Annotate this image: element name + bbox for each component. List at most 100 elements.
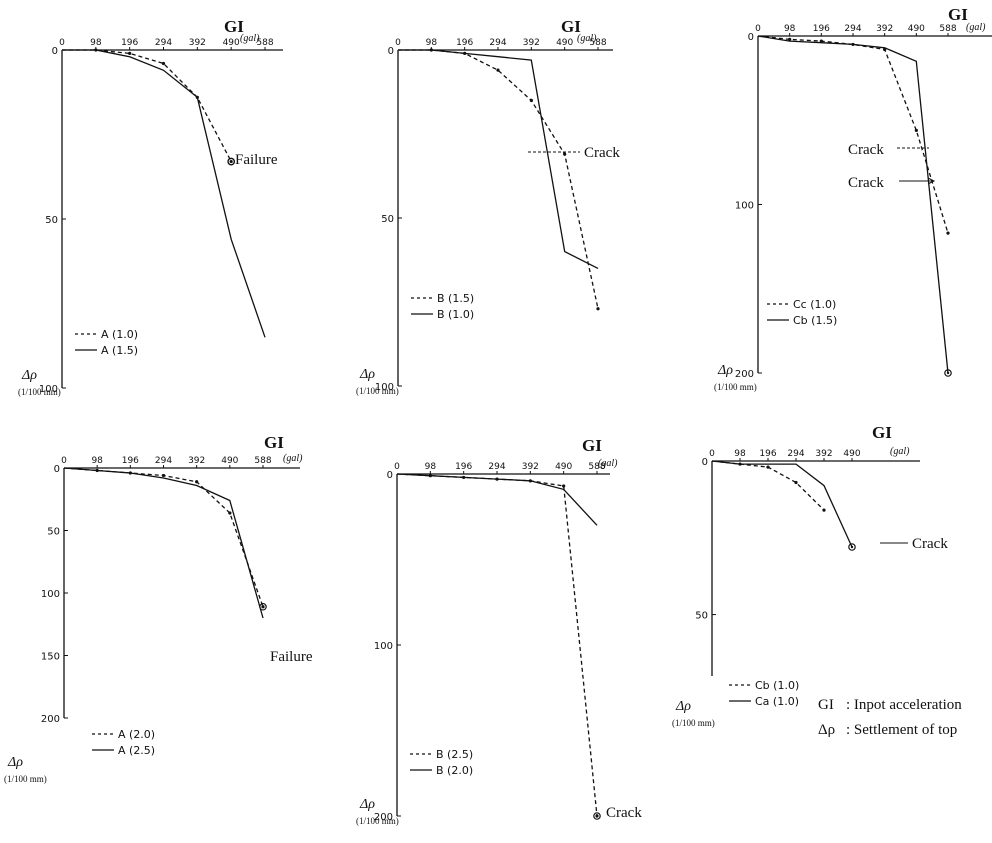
y-axis-title: Δρ xyxy=(359,797,375,812)
annotation-label: Crack xyxy=(848,142,884,158)
x-tick-label: 294 xyxy=(155,38,172,48)
x-tick-label: 196 xyxy=(456,38,473,48)
x-tick-label: 98 xyxy=(425,462,437,472)
note-gi-text: : Inpot acceleration xyxy=(846,697,962,713)
y-axis-unit: (1/100 mm) xyxy=(18,387,61,397)
annotation-label: Crack xyxy=(912,536,948,552)
series-point xyxy=(563,152,567,156)
series-line-2 xyxy=(396,473,598,526)
y-axis-title: Δρ xyxy=(21,368,37,383)
x-tick-label: 588 xyxy=(254,456,271,466)
annotation-label: Crack xyxy=(848,175,884,191)
note-settlement-key: Δρ xyxy=(818,722,835,738)
annotation-arrowhead xyxy=(927,177,936,185)
x-tick-label: 392 xyxy=(522,462,539,472)
x-axis-unit: (gal) xyxy=(240,33,260,44)
x-axis-unit: (gal) xyxy=(577,33,597,44)
legend-label: B (1.0) xyxy=(437,308,474,321)
chart-panel-3: 0 98 196 294 392 490 588 0 100 200 GI(gal) Δρ (1/100… xyxy=(714,5,992,392)
y-tick-label: 0 xyxy=(387,470,393,481)
series-line-2 xyxy=(711,460,853,548)
x-tick-label: 294 xyxy=(489,38,506,48)
series-point xyxy=(788,37,792,41)
x-tick-label: 294 xyxy=(844,24,861,34)
x-tick-label: 0 xyxy=(61,456,67,466)
legend-label: Ca (1.0) xyxy=(755,695,799,708)
series-point xyxy=(596,307,600,311)
x-tick-label: 98 xyxy=(91,456,103,466)
series-point xyxy=(496,68,500,72)
y-axis-unit: (1/100 mm) xyxy=(672,718,715,728)
end-marker-dot xyxy=(229,160,233,163)
y-axis-title: Δρ xyxy=(717,363,733,378)
y-axis-unit: (1/100 mm) xyxy=(356,816,399,826)
end-marker xyxy=(259,602,267,611)
legend-label: Cb (1.5) xyxy=(793,314,837,327)
x-axis-title: GI xyxy=(264,433,284,452)
y-axis-title: Δρ xyxy=(675,699,691,714)
annotation-label: Crack xyxy=(584,145,620,161)
y-tick-label: 200 xyxy=(374,812,393,823)
y-tick-label: 50 xyxy=(695,611,708,622)
y-axis-title: Δρ xyxy=(359,367,375,382)
series-point xyxy=(819,39,823,43)
x-tick-label: 294 xyxy=(488,462,505,472)
legend-label: A (2.5) xyxy=(118,744,155,757)
end-marker xyxy=(848,543,856,551)
x-tick-label: 392 xyxy=(188,456,205,466)
x-tick-label: 490 xyxy=(221,456,238,466)
end-marker xyxy=(944,369,952,377)
x-tick-label: 0 xyxy=(755,24,761,34)
legend-label: A (1.0) xyxy=(101,328,138,341)
y-tick-label: 0 xyxy=(748,32,754,43)
end-marker xyxy=(227,157,235,166)
end-marker xyxy=(593,812,601,820)
x-axis-unit: (gal) xyxy=(283,453,303,464)
series-line-2 xyxy=(398,49,599,269)
series-point xyxy=(946,231,950,235)
end-marker-dot xyxy=(261,605,265,608)
x-tick-label: 98 xyxy=(426,38,438,48)
y-tick-label: 100 xyxy=(735,201,754,212)
x-tick-label: 392 xyxy=(815,449,832,459)
x-axis-unit: (gal) xyxy=(890,446,910,457)
x-tick-label: 588 xyxy=(256,38,273,48)
x-axis-title: GI xyxy=(224,17,244,36)
x-tick-label: 588 xyxy=(588,462,605,472)
x-tick-label: 392 xyxy=(523,38,540,48)
x-axis-title: GI xyxy=(872,423,892,442)
series-line-2 xyxy=(63,467,264,619)
series-point xyxy=(822,508,826,512)
x-tick-label: 490 xyxy=(556,38,573,48)
y-tick-label: 0 xyxy=(702,457,708,468)
x-tick-label: 196 xyxy=(122,456,139,466)
x-axis-title: GI xyxy=(948,5,968,24)
end-marker-dot xyxy=(946,371,950,375)
x-tick-label: 490 xyxy=(843,449,860,459)
x-tick-label: 98 xyxy=(90,38,102,48)
x-tick-label: 294 xyxy=(787,449,804,459)
legend-label: Cb (1.0) xyxy=(755,679,799,692)
end-marker-dot xyxy=(850,545,854,549)
annotation-label: Crack xyxy=(606,805,642,821)
annotation-label: Failure xyxy=(270,649,313,665)
x-tick-label: 588 xyxy=(589,38,606,48)
x-tick-label: 588 xyxy=(939,24,956,34)
chart-panel-2: 0 98 196 294 392 490 588 0 50 100 GI(gal) Δρ (1/100 … xyxy=(356,17,620,396)
x-tick-label: 98 xyxy=(784,24,796,34)
x-axis-title: GI xyxy=(582,436,602,455)
chart-panel-4: 0 98 196 294 392 490 588 0 50 100 150 200 GI(gal) Δρ (… xyxy=(4,433,313,784)
x-tick-label: 490 xyxy=(223,38,240,48)
chart-panel-5: 0 98 196 294 392 490 588 0 100 200 GI (gal) Δρ (1/100… xyxy=(356,436,642,826)
x-tick-label: 294 xyxy=(155,456,172,466)
y-tick-label: 100 xyxy=(41,589,60,600)
x-axis-unit: (gal) xyxy=(966,22,986,33)
y-tick-label: 100 xyxy=(374,641,393,652)
y-tick-label: 0 xyxy=(54,464,60,475)
series-line-1 xyxy=(63,467,264,608)
series-point xyxy=(562,484,566,488)
y-tick-label: 100 xyxy=(39,384,58,395)
x-tick-label: 196 xyxy=(455,462,472,472)
series-line-1 xyxy=(396,473,598,817)
